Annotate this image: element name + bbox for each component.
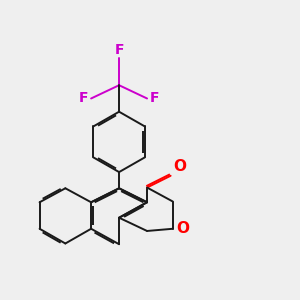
Text: F: F xyxy=(114,43,124,56)
Text: F: F xyxy=(150,92,160,106)
Text: O: O xyxy=(176,221,189,236)
Text: O: O xyxy=(173,159,186,174)
Text: F: F xyxy=(79,92,88,106)
